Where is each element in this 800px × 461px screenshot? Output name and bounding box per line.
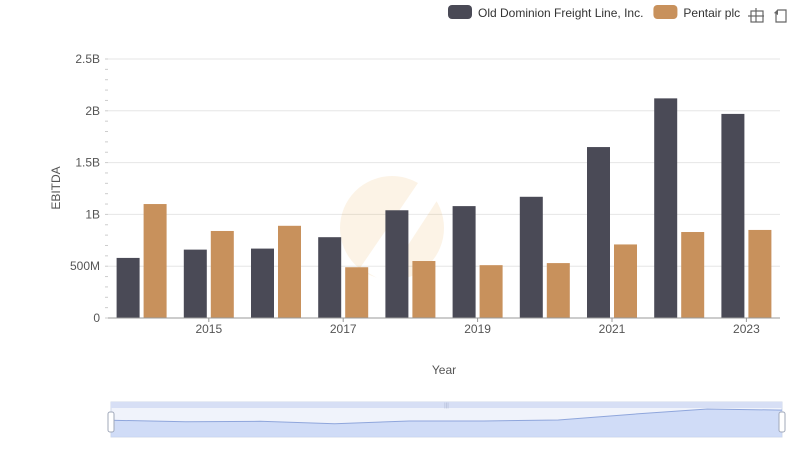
bar-pentair-2015[interactable] — [210, 230, 234, 318]
y-tick-label: 500M — [70, 259, 100, 273]
bar-old-dominion-2019[interactable] — [452, 206, 476, 318]
zoom-icon[interactable] — [748, 8, 764, 23]
bar-old-dominion-2017[interactable] — [318, 237, 342, 318]
bar-old-dominion-2022[interactable] — [654, 98, 678, 318]
reset-icon[interactable] — [774, 9, 787, 23]
zoom-slider-top-bar — [111, 402, 782, 408]
bar-old-dominion-2015[interactable] — [183, 249, 207, 318]
bar-old-dominion-2021[interactable] — [587, 147, 610, 318]
x-tick-label: 2015 — [195, 322, 222, 336]
legend-label-pentair[interactable]: Pentair plc — [683, 6, 740, 20]
legend-label-old-dominion[interactable]: Old Dominion Freight Line, Inc. — [478, 6, 643, 20]
y-tick-label: 1.5B — [75, 156, 100, 170]
x-tick-label: 2023 — [733, 322, 760, 336]
bar-pentair-2018[interactable] — [412, 261, 436, 318]
y-tick-label: 2B — [85, 104, 100, 118]
bar-pentair-2016[interactable] — [278, 225, 301, 318]
bar-pentair-2023[interactable] — [748, 229, 772, 318]
x-tick-label: 2019 — [464, 322, 491, 336]
x-tick-label: 2017 — [330, 322, 357, 336]
x-tick-label: 2021 — [599, 322, 626, 336]
bar-old-dominion-2016[interactable] — [251, 248, 274, 318]
zoom-slider-grip[interactable]: ||| — [444, 403, 449, 409]
bar-pentair-2020[interactable] — [546, 263, 570, 318]
zoom-slider-preview-line — [110, 408, 783, 425]
zoom-slider-right-handle[interactable] — [778, 411, 786, 433]
y-tick-label: 1B — [85, 207, 100, 221]
y-axis-title: EBITDA — [49, 166, 63, 209]
bar-old-dominion-2023[interactable] — [721, 113, 745, 319]
bar-old-dominion-2014[interactable] — [116, 257, 140, 318]
legend-swatch-old-dominion[interactable] — [448, 5, 472, 19]
bar-pentair-2017[interactable] — [345, 267, 369, 318]
bar-pentair-2021[interactable] — [614, 244, 637, 318]
zoom-slider-left-handle[interactable] — [107, 411, 115, 433]
bar-pentair-2022[interactable] — [681, 232, 705, 318]
bar-pentair-2014[interactable] — [143, 204, 167, 318]
legend-swatch-pentair[interactable] — [653, 5, 678, 19]
bar-old-dominion-2020[interactable] — [519, 196, 543, 318]
x-axis-title: Year — [432, 363, 456, 377]
y-tick-label: 0 — [93, 311, 100, 325]
bar-old-dominion-2018[interactable] — [385, 210, 409, 318]
y-tick-label: 2.5B — [75, 52, 100, 66]
bar-pentair-2019[interactable] — [479, 265, 503, 318]
